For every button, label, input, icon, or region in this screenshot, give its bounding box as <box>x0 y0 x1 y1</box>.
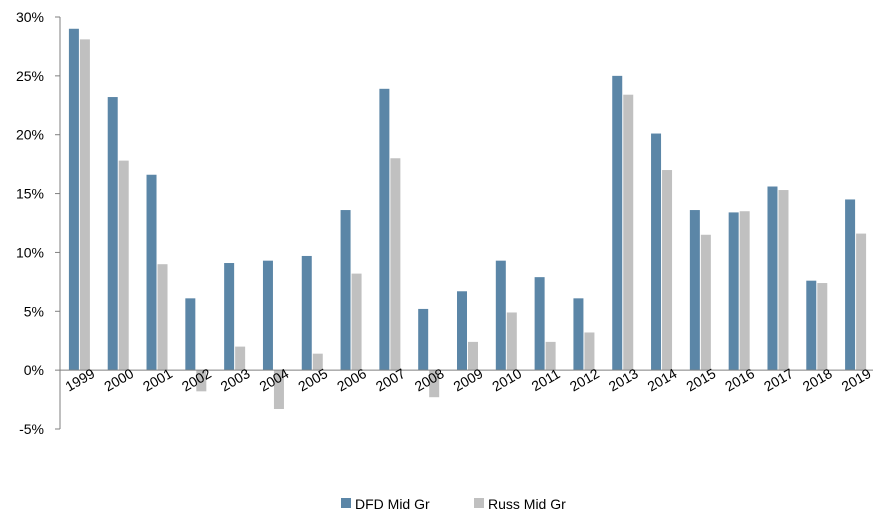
x-tick-label: 2010 <box>489 365 524 395</box>
bar-dfd-mid-gr-2001 <box>146 174 157 371</box>
bar-russ-mid-gr-2011 <box>545 341 556 371</box>
x-tick-label: 2000 <box>101 365 136 395</box>
x-tick-label: 2011 <box>529 365 563 394</box>
bar-dfd-mid-gr-2018 <box>806 280 817 371</box>
x-axis-tick-labels: 1999 2000 2001 2002 2003 2004 2005 2006 2007 2008… <box>62 365 873 395</box>
bar-dfd-mid-gr-1999 <box>68 28 79 371</box>
bar-russ-mid-gr-2017 <box>778 190 789 371</box>
bar-russ-mid-gr-2014 <box>662 170 673 371</box>
bar-russ-mid-gr-2013 <box>623 94 634 371</box>
legend: DFD Mid Gr Russ Mid Gr <box>341 496 566 512</box>
bar-dfd-mid-gr-2012 <box>573 298 584 371</box>
bar-russ-mid-gr-2002 <box>196 370 207 392</box>
bar-dfd-mid-gr-2004 <box>262 260 273 371</box>
y-tick-label: 15% <box>16 186 44 202</box>
x-tick-label: 2016 <box>722 365 757 395</box>
x-tick-label: 1999 <box>62 365 97 395</box>
x-tick-label: 2012 <box>567 365 602 395</box>
bar-dfd-mid-gr-2010 <box>495 260 506 371</box>
y-axis-tick-labels: 30% 25% 20% 15% 10% 5% 0% -5% <box>16 9 44 437</box>
bar-dfd-mid-gr-2007 <box>379 88 390 371</box>
legend-swatch-dfd-mid-gr <box>341 498 351 508</box>
bar-dfd-mid-gr-2016 <box>728 212 739 371</box>
y-axis-tick-marks <box>55 16 60 430</box>
y-tick-label: 20% <box>16 127 44 143</box>
bar-dfd-mid-gr-2005 <box>301 255 312 371</box>
bar-russ-mid-gr-2015 <box>700 234 711 371</box>
legend-label-russ-mid-gr: Russ Mid Gr <box>488 496 566 512</box>
y-tick-label: 25% <box>16 68 44 84</box>
bar-russ-mid-gr-2010 <box>506 312 517 371</box>
legend-swatch-russ-mid-gr <box>474 498 484 508</box>
bar-dfd-mid-gr-2008 <box>418 308 429 371</box>
x-tick-label: 2019 <box>839 365 874 395</box>
legend-label-dfd-mid-gr: DFD Mid Gr <box>355 496 430 512</box>
bar-russ-mid-gr-2003 <box>235 346 246 371</box>
bar-russ-mid-gr-2006 <box>351 273 362 371</box>
x-tick-label: 2001 <box>140 365 175 395</box>
bar-dfd-mid-gr-2000 <box>107 97 118 371</box>
bar-russ-mid-gr-2001 <box>157 264 168 371</box>
x-tick-label: 2014 <box>645 365 680 395</box>
x-tick-label: 2007 <box>373 365 408 395</box>
bar-dfd-mid-gr-2017 <box>767 186 778 371</box>
bar-russ-mid-gr-2018 <box>817 283 828 371</box>
bar-dfd-mid-gr-2011 <box>534 277 545 371</box>
y-tick-label: 0% <box>24 362 44 378</box>
bar-dfd-mid-gr-2015 <box>689 210 700 371</box>
x-tick-label: 2006 <box>334 365 369 395</box>
y-tick-label: 5% <box>24 303 44 319</box>
bar-russ-mid-gr-2000 <box>118 160 129 371</box>
x-tick-label: 2009 <box>451 365 486 395</box>
bar-dfd-mid-gr-2009 <box>457 291 467 371</box>
y-tick-label: 30% <box>16 9 44 25</box>
bar-russ-mid-gr-2008 <box>429 370 440 398</box>
y-tick-label: -5% <box>19 421 44 437</box>
x-tick-label: 2015 <box>683 365 718 395</box>
bar-dfd-mid-gr-2003 <box>224 263 235 371</box>
bar-dfd-mid-gr-2014 <box>651 133 662 371</box>
bar-russ-mid-gr-2016 <box>739 211 750 371</box>
bar-dfd-mid-gr-2013 <box>612 75 623 371</box>
bar-russ-mid-gr-2009 <box>468 341 478 371</box>
x-tick-label: 2013 <box>606 365 641 395</box>
y-tick-label: 10% <box>16 244 44 260</box>
bar-russ-mid-gr-2005 <box>312 353 323 371</box>
x-tick-label: 2005 <box>295 365 330 395</box>
bar-russ-mid-gr-2004 <box>273 370 284 409</box>
bar-russ-mid-gr-1999 <box>79 39 90 371</box>
bar-russ-mid-gr-2007 <box>390 158 401 371</box>
bar-dfd-mid-gr-2002 <box>185 298 196 371</box>
bar-russ-mid-gr-2019 <box>856 233 867 371</box>
x-tick-label: 2018 <box>800 365 835 395</box>
bar-dfd-mid-gr-2006 <box>340 210 351 371</box>
bar-group <box>68 28 867 409</box>
bar-dfd-mid-gr-2019 <box>845 199 856 371</box>
bar-russ-mid-gr-2012 <box>584 332 595 371</box>
x-tick-label: 2003 <box>218 365 253 395</box>
x-tick-label: 2017 <box>761 365 796 395</box>
